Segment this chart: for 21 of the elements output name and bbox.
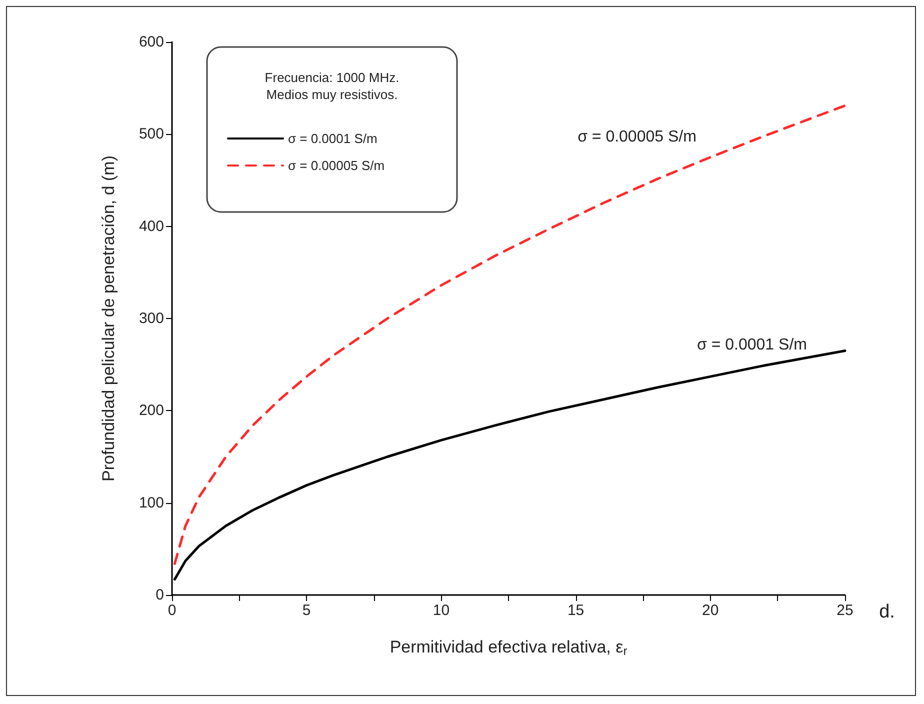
annotation: σ = 0.00005 S/m: [578, 128, 696, 146]
y-tick-label: 600: [138, 34, 164, 50]
y-tick-label: 200: [138, 402, 164, 420]
x-tick-label: 0: [168, 602, 176, 619]
y-tick-label: 500: [138, 126, 164, 143]
x-tick-label: 10: [432, 602, 450, 619]
x-tick-label: 5: [302, 602, 311, 619]
y-tick-label: 400: [138, 218, 164, 235]
y-tick-label: 300: [138, 310, 164, 327]
y-axis-title: Profundidad pelicular de penetración, d (m): [99, 155, 118, 482]
x-tick-label: 20: [702, 602, 719, 619]
x-tick-label: 15: [567, 602, 584, 619]
line-series: [173, 104, 846, 565]
x-tick-label: 25: [836, 602, 854, 619]
y-tick-label: 100: [138, 494, 164, 512]
text: d.: [879, 602, 895, 622]
legend-title: Frecuencia: 1000 MHz. Medios muy resistivos.: [264, 70, 400, 102]
legend-label: σ = 0.00005 S/m: [288, 158, 385, 173]
y-tick-label: 0: [156, 586, 164, 604]
annotation: σ = 0.0001 S/m: [697, 336, 807, 354]
legend-label: σ = 0.0001 S/m: [288, 131, 378, 146]
